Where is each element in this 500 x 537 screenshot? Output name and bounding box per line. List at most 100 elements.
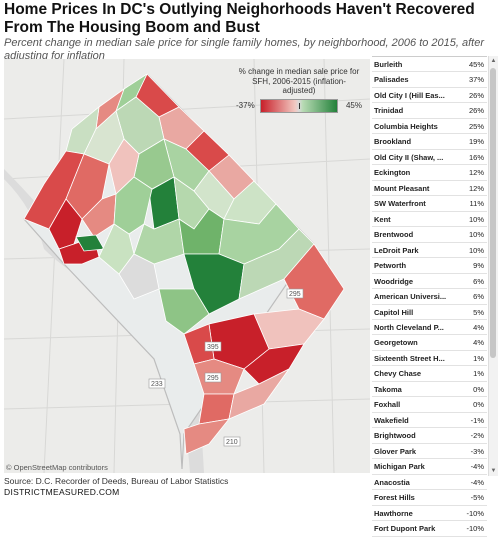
percent-change-value: 1%: [473, 353, 484, 363]
percent-change-value: 37%: [468, 75, 484, 85]
neighborhood-name: Trinidad: [374, 106, 404, 116]
neighborhood-area[interactable]: [228, 368, 290, 420]
neighborhood-area[interactable]: [158, 288, 210, 335]
legend-max-label: 45%: [345, 100, 362, 110]
neighborhood-name: Glover Park: [374, 446, 417, 456]
table-row[interactable]: SW Waterfront 11%: [372, 196, 487, 212]
neighborhood-area[interactable]: [183, 418, 230, 455]
neighborhood-area[interactable]: [283, 243, 345, 320]
percent-change-value: 5%: [473, 307, 484, 317]
table-row[interactable]: Old City II (Shaw, ... 16%: [372, 150, 487, 166]
percent-change-value: 10%: [468, 230, 484, 240]
table-row[interactable]: Georgetown 4%: [372, 335, 487, 351]
osm-credit[interactable]: © OpenStreetMap contributors: [6, 463, 108, 472]
neighborhood-name: Fort Dupont Park: [374, 524, 436, 534]
table-row[interactable]: Palisades 37%: [372, 72, 487, 88]
table-row[interactable]: Anacostia -4%: [372, 475, 487, 491]
table-row[interactable]: North Cleveland P... 4%: [372, 320, 487, 336]
percent-change-value: 1%: [473, 369, 484, 379]
neighborhood-name: Old City II (Shaw, ...: [374, 152, 444, 162]
table-row[interactable]: Capitol Hill 5%: [372, 305, 487, 320]
percent-change-value: 26%: [468, 90, 484, 100]
table-row[interactable]: Forest Hills -5%: [372, 490, 487, 506]
neighborhood-area[interactable]: [98, 223, 135, 275]
table-row[interactable]: Sixteenth Street H... 1%: [372, 351, 487, 367]
table-row[interactable]: Mount Pleasant 12%: [372, 181, 487, 197]
table-row[interactable]: Columbia Heights 25%: [372, 119, 487, 135]
table-row[interactable]: Brookland 19%: [372, 134, 487, 150]
map-canvas[interactable]: 295 395 295 233 210: [4, 59, 370, 473]
scroll-thumb[interactable]: [490, 68, 496, 358]
neighborhood-area[interactable]: [48, 198, 83, 250]
neighborhood-area[interactable]: [118, 253, 160, 300]
route-label: 295: [207, 375, 219, 382]
neighborhood-table[interactable]: Burleith 45% Palisades 37% Old City I (Hill …: [372, 56, 487, 537]
neighborhood-name: Old City I (Hill Eas...: [374, 90, 445, 100]
table-row[interactable]: Woodridge 6%: [372, 274, 487, 290]
neighborhood-name: Kent: [374, 214, 391, 224]
table-row[interactable]: Burleith 45%: [372, 57, 487, 73]
neighborhood-area[interactable]: [108, 138, 140, 195]
table-row[interactable]: Chevy Chase 1%: [372, 366, 487, 382]
table-row[interactable]: LeDroit Park 10%: [372, 243, 487, 259]
table-row[interactable]: Hawthorne -10%: [372, 506, 487, 522]
table-row[interactable]: Michigan Park -4%: [372, 459, 487, 475]
table-row[interactable]: Old City I (Hill Eas... 26%: [372, 88, 487, 104]
percent-change-value: -10%: [466, 508, 484, 518]
percent-change-value: 16%: [468, 152, 484, 162]
table-row[interactable]: Glover Park -3%: [372, 444, 487, 460]
table-row[interactable]: Trinidad 26%: [372, 103, 487, 119]
neighborhood-name: Anacostia: [374, 477, 410, 487]
route-label: 295: [289, 291, 301, 298]
percent-change-value: 6%: [473, 292, 484, 302]
legend-min-label: -37%: [236, 100, 255, 110]
neighborhood-name: Georgetown: [374, 338, 418, 348]
percent-change-value: 10%: [468, 245, 484, 255]
legend-title: % change in median sale price for SFH, 2…: [238, 67, 360, 95]
table-row[interactable]: American Universi... 6%: [372, 289, 487, 305]
legend-scale: -37% 45%: [236, 98, 362, 113]
legend-zero-tick: [299, 102, 300, 109]
percent-change-value: 10%: [468, 214, 484, 224]
table-row[interactable]: Brentwood 10%: [372, 227, 487, 243]
neighborhood-name: Palisades: [374, 75, 409, 85]
table-row[interactable]: Petworth 9%: [372, 258, 487, 274]
table-row[interactable]: Fort Dupont Park -10%: [372, 521, 487, 537]
neighborhood-name: Brightwood: [374, 431, 416, 441]
route-label: 233: [151, 381, 163, 388]
table-row[interactable]: Takoma 0%: [372, 382, 487, 398]
percent-change-value: 6%: [473, 276, 484, 286]
scroll-down-icon[interactable]: ▼: [490, 468, 497, 474]
chart-title: Home Prices In DC's Outlying Neighorhood…: [4, 1, 475, 36]
table-scrollbar[interactable]: ▲ ▼: [488, 56, 498, 476]
neighborhood-name: Columbia Heights: [374, 121, 438, 131]
percent-change-value: -3%: [470, 446, 484, 456]
legend-gradient-bar: [260, 98, 338, 113]
percent-change-value: -4%: [470, 477, 484, 487]
table-row[interactable]: Wakefield -1%: [372, 413, 487, 429]
neighborhood-name: Takoma: [374, 384, 402, 394]
percent-change-value: 12%: [468, 168, 484, 178]
neighborhood-name: North Cleveland P...: [374, 322, 444, 332]
percent-change-value: 26%: [468, 106, 484, 116]
neighborhood-name: Burleith: [374, 60, 403, 69]
percent-change-value: -4%: [470, 462, 484, 472]
neighborhood-name: SW Waterfront: [374, 199, 426, 209]
scroll-up-icon[interactable]: ▲: [490, 58, 497, 64]
neighborhood-name: LeDroit Park: [374, 245, 419, 255]
route-label: 210: [226, 439, 238, 446]
choropleth-map[interactable]: 295 395 295 233 210 % change in median s…: [4, 59, 370, 473]
neighborhood-name: Capitol Hill: [374, 307, 414, 317]
table-row[interactable]: Kent 10%: [372, 212, 487, 228]
percent-change-value: 9%: [473, 261, 484, 271]
percent-change-value: 12%: [468, 183, 484, 193]
neighborhood-name: Chevy Chase: [374, 369, 422, 379]
percent-change-value: 19%: [468, 137, 484, 147]
site-credit[interactable]: DISTRICTMEASURED.COM: [4, 487, 120, 497]
neighborhood-area[interactable]: [243, 343, 305, 385]
percent-change-value: 11%: [469, 199, 484, 209]
table-row[interactable]: Brightwood -2%: [372, 428, 487, 444]
table-row[interactable]: Foxhall 0%: [372, 397, 487, 413]
table-row[interactable]: Eckington 12%: [372, 165, 487, 181]
neighborhood-name: Sixteenth Street H...: [374, 353, 445, 363]
